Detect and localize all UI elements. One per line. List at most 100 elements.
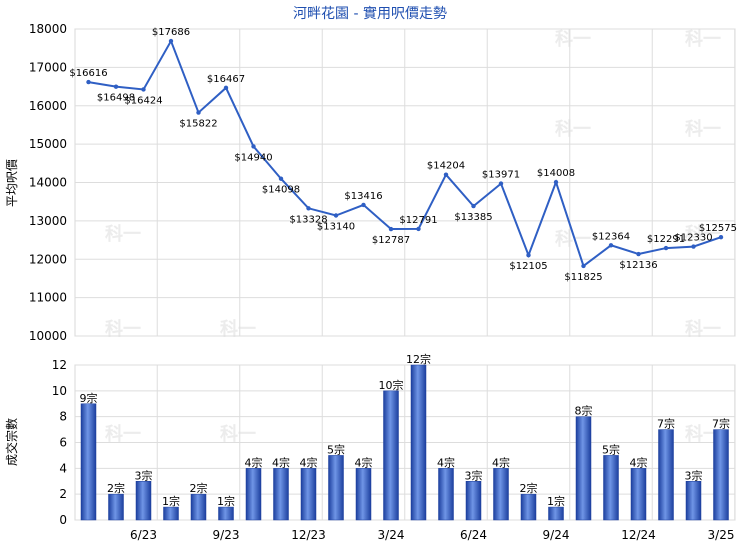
price-point [443, 172, 449, 177]
price-data-label: $12575 [699, 223, 737, 234]
price-point [388, 226, 394, 232]
price-point [553, 179, 559, 185]
volume-bar [355, 468, 372, 521]
price-point [581, 263, 586, 269]
price-point [361, 202, 366, 208]
volume-bar [493, 468, 509, 521]
price-point [498, 181, 504, 186]
x-tick-label: 3/24 [378, 528, 405, 542]
price-tick-label: 13000 [29, 214, 67, 228]
price-data-label: $14008 [537, 168, 575, 179]
price-data-label: $15822 [179, 119, 217, 130]
watermark-text: 科一 [105, 423, 141, 445]
price-data-label: $13385 [454, 212, 492, 223]
volume-bar [273, 468, 289, 521]
price-point [141, 87, 146, 92]
volume-bar [685, 481, 702, 521]
watermark-text: 科一 [685, 423, 721, 445]
price-point [278, 176, 284, 181]
x-tick-label: 6/23 [130, 528, 157, 542]
price-point [608, 243, 614, 248]
price-point [718, 234, 724, 240]
price-data-label: $17686 [152, 27, 190, 38]
volume-bar [328, 455, 344, 521]
volume-bar [80, 403, 97, 521]
volume-bar [300, 468, 317, 521]
price-data-label: $16467 [207, 74, 245, 85]
volume-data-label: 4宗 [355, 455, 373, 469]
x-tick-label: 6/24 [460, 528, 487, 542]
volume-data-label: 4宗 [630, 455, 648, 469]
price-data-label: $12364 [592, 231, 630, 242]
volume-data-label: 4宗 [437, 455, 455, 469]
price-data-label: $12136 [619, 260, 657, 271]
volume-bar [190, 493, 207, 521]
volume-bar [548, 506, 564, 521]
watermark-text: 科一 [555, 28, 591, 50]
price-data-label: $13328 [289, 214, 327, 225]
volume-bar [630, 468, 647, 521]
volume-tick-label: 2 [59, 487, 67, 501]
price-tick-label: 16000 [29, 99, 67, 113]
price-point [251, 144, 256, 149]
price-data-label: $12105 [509, 261, 547, 272]
price-data-label: $13971 [482, 170, 520, 181]
volume-axis-label: 成交宗數 [4, 418, 19, 466]
volume-data-label: 1宗 [217, 494, 235, 508]
volume-data-label: 2宗 [107, 481, 125, 495]
volume-data-label: 8宗 [575, 404, 593, 418]
price-tick-label: 12000 [29, 252, 67, 266]
price-axis-label: 平均呎價 [5, 159, 19, 207]
price-point [663, 245, 669, 251]
volume-tick-label: 4 [59, 461, 67, 475]
volume-data-label: 5宗 [327, 442, 345, 456]
watermark-text: 科一 [220, 423, 256, 445]
volume-bar [163, 506, 179, 521]
volume-data-label: 12宗 [406, 352, 431, 366]
volume-data-label: 4宗 [245, 455, 263, 469]
volume-tick-label: 0 [59, 513, 67, 527]
price-point [306, 206, 311, 211]
price-point [333, 213, 339, 218]
price-series-line [88, 38, 722, 268]
x-tick-label: 12/23 [291, 528, 326, 542]
volume-bar [438, 468, 454, 521]
price-data-label: $13140 [317, 222, 355, 233]
volume-tick-label: 12 [52, 358, 67, 372]
watermark-text: 科一 [685, 118, 721, 140]
x-tick-label: 3/25 [708, 528, 735, 542]
price-data-label: $12787 [372, 235, 410, 246]
price-point [416, 226, 421, 232]
price-point [168, 38, 174, 44]
price-data-label: $11825 [564, 272, 602, 283]
volume-data-label: 7宗 [712, 417, 730, 431]
volume-bar [410, 364, 427, 521]
watermark-text: 科一 [105, 318, 141, 340]
price-data-label: $14204 [427, 161, 465, 172]
chart-title: 河畔花園 - 實用呎價走勢 [293, 5, 447, 22]
price-tick-label: 18000 [29, 22, 67, 36]
volume-data-label: 2宗 [190, 481, 208, 495]
x-tick-label: 9/24 [543, 528, 570, 542]
volume-data-label: 4宗 [492, 455, 510, 469]
volume-bar [135, 481, 152, 521]
volume-data-label: 1宗 [162, 494, 180, 508]
price-data-label: $16498 [97, 93, 135, 104]
price-tick-label: 11000 [29, 291, 67, 305]
price-tick-label: 15000 [29, 137, 67, 151]
price-data-label: $12330 [674, 233, 712, 244]
price-data-label: $12791 [399, 215, 437, 226]
volume-data-label: 9宗 [80, 391, 98, 405]
price-data-label: $14098 [262, 185, 300, 196]
x-tick-label: 12/24 [621, 528, 656, 542]
volume-bar [658, 429, 674, 521]
x-tick-label: 9/23 [213, 528, 240, 542]
price-point [113, 84, 119, 89]
volume-bar [520, 493, 537, 521]
volume-data-label: 4宗 [300, 455, 318, 469]
price-point [223, 85, 229, 91]
watermark-text: 科一 [555, 118, 591, 140]
volume-bar [108, 493, 124, 521]
volume-data-label: 3宗 [685, 468, 703, 482]
